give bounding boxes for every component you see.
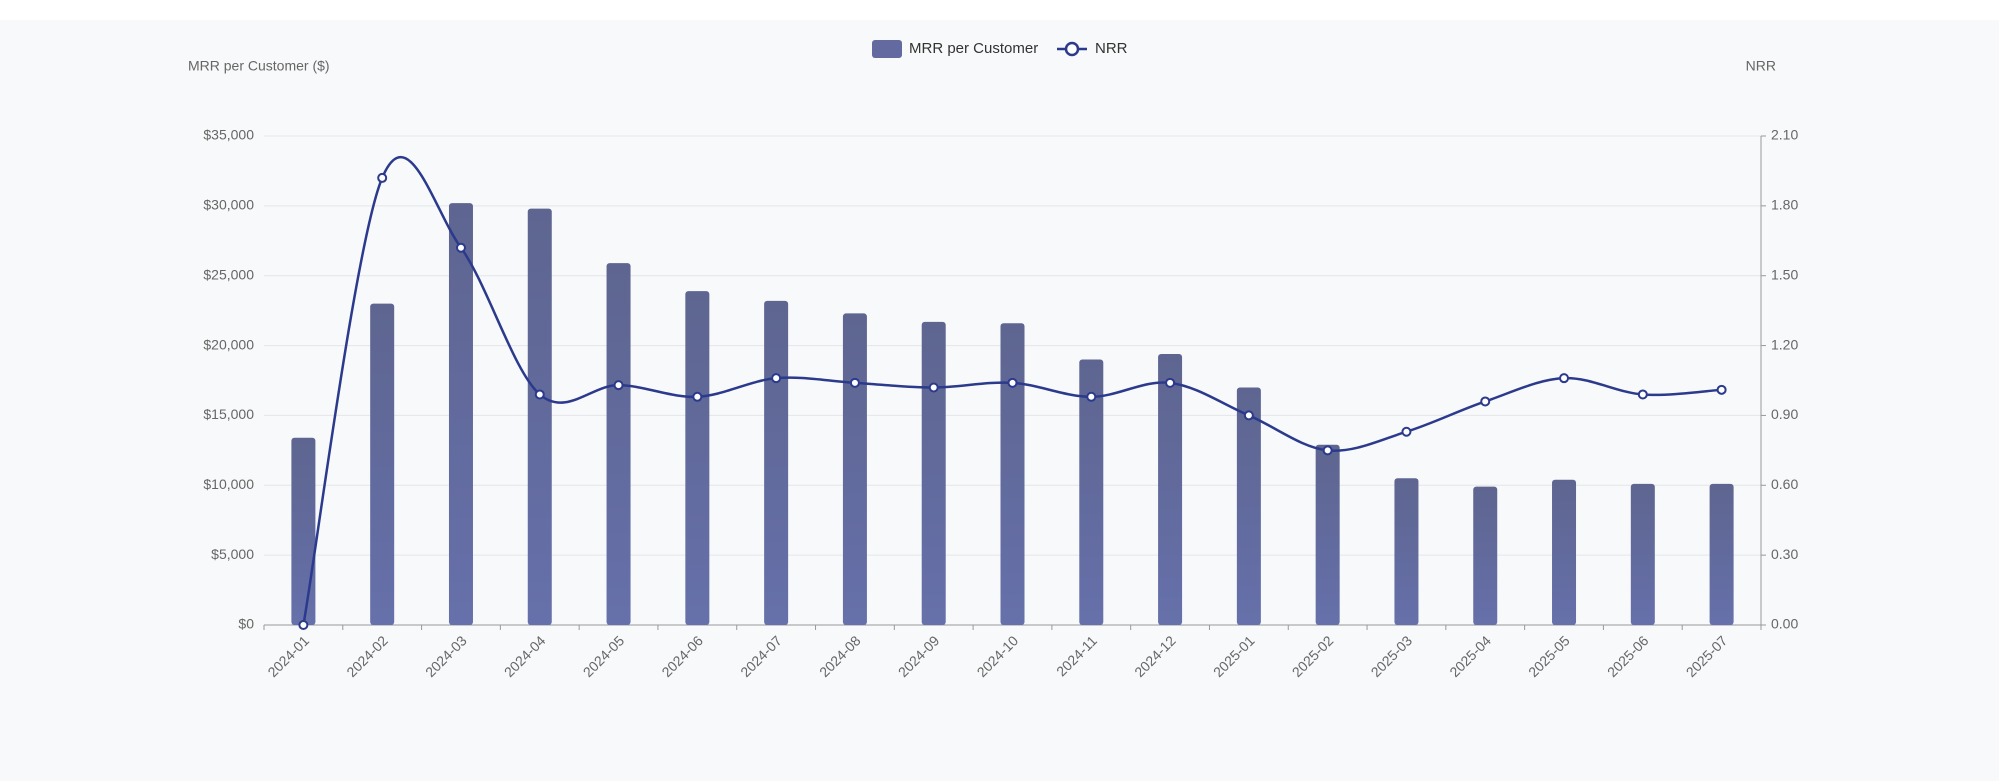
y-tick-label: $15,000: [203, 406, 254, 422]
y2-tick-label: 0.00: [1771, 616, 1798, 632]
nrr-point: [1401, 426, 1412, 437]
bar: [291, 437, 316, 625]
bar: [527, 208, 552, 625]
nrr-point: [1322, 445, 1333, 456]
y2-tick-label: 2.10: [1771, 127, 1798, 143]
y-tick-label: $25,000: [203, 266, 254, 282]
y2-tick-label: 0.60: [1771, 476, 1798, 492]
y-tick-label: $10,000: [203, 476, 254, 492]
nrr-point: [1559, 373, 1570, 384]
nrr-point: [928, 382, 939, 393]
bar: [921, 321, 946, 625]
bar: [1000, 323, 1025, 625]
bar: [1394, 478, 1419, 625]
y2-tick-label: 1.50: [1771, 266, 1798, 282]
y-tick-label: $0: [238, 616, 254, 632]
bar: [448, 203, 473, 625]
y2-tick-label: 0.30: [1771, 546, 1798, 562]
chart-background: [0, 20, 1999, 781]
bar: [1158, 353, 1183, 625]
bar: [1079, 359, 1104, 625]
bar: [1236, 387, 1261, 625]
nrr-point: [1086, 391, 1097, 402]
bar: [1315, 444, 1340, 625]
bar: [1473, 486, 1498, 625]
y-tick-label: $20,000: [203, 336, 254, 352]
nrr-point: [692, 391, 703, 402]
y2-axis-title: NRR: [1746, 58, 1776, 74]
bar: [1630, 483, 1655, 625]
nrr-point: [377, 172, 388, 183]
bar: [685, 291, 710, 625]
bar: [606, 263, 631, 625]
nrr-point: [1716, 384, 1727, 395]
legend-label[interactable]: NRR: [1095, 40, 1128, 57]
legend-swatch[interactable]: [872, 40, 902, 58]
y-tick-label: $35,000: [203, 127, 254, 143]
y2-tick-label: 0.90: [1771, 406, 1798, 422]
nrr-point: [771, 373, 782, 384]
nrr-point: [298, 620, 309, 630]
legend-label[interactable]: MRR per Customer: [909, 40, 1038, 57]
nrr-point: [1007, 377, 1018, 388]
nrr-point: [613, 380, 624, 391]
bar: [764, 300, 789, 625]
nrr-point: [1480, 396, 1491, 407]
nrr-point: [1243, 410, 1254, 421]
nrr-point: [534, 389, 545, 400]
y-tick-label: $5,000: [211, 546, 254, 562]
bar: [370, 303, 395, 625]
bar: [842, 313, 867, 625]
bar: [1552, 479, 1577, 625]
legend-marker[interactable]: [1064, 41, 1080, 57]
nrr-point: [455, 242, 466, 253]
y-axis-title: MRR per Customer ($): [188, 58, 330, 74]
bar: [1709, 483, 1734, 625]
y2-tick-label: 1.20: [1771, 336, 1798, 352]
y2-tick-label: 1.80: [1771, 197, 1798, 213]
y-tick-label: $30,000: [203, 197, 254, 213]
nrr-point: [1637, 389, 1648, 400]
nrr-point: [849, 377, 860, 388]
nrr-point: [1165, 377, 1176, 388]
